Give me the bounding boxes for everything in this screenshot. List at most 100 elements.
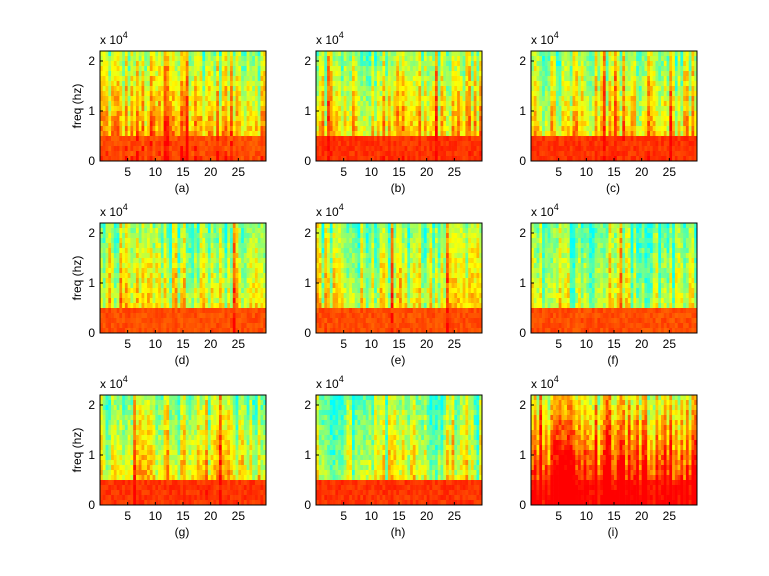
y-tick-label: 0	[304, 326, 311, 340]
x-tick-label: 10	[365, 509, 379, 523]
x-tick-label: 25	[448, 165, 462, 179]
x-tick-label: 10	[580, 509, 594, 523]
x-tick-label: 10	[580, 337, 594, 351]
y-multiplier-label: x 104	[100, 374, 128, 391]
y-tick-label: 2	[519, 398, 526, 412]
subplot-caption: (c)	[606, 181, 620, 195]
y-tick-label: 2	[304, 54, 311, 68]
x-tick-label: 5	[124, 337, 131, 351]
x-tick-label: 5	[555, 337, 562, 351]
y-axis-label: freq (hz)	[70, 84, 84, 129]
x-tick-label: 5	[124, 509, 131, 523]
x-tick-label: 15	[176, 509, 190, 523]
y-multiplier-label: x 104	[531, 202, 559, 219]
y-tick-label: 2	[519, 54, 526, 68]
x-tick-label: 20	[204, 337, 218, 351]
x-tick-label: 20	[204, 509, 218, 523]
x-tick-label: 20	[635, 165, 649, 179]
x-tick-label: 25	[663, 165, 677, 179]
spectrogram-image	[316, 223, 483, 334]
x-tick-label: 20	[635, 509, 649, 523]
subplot-caption: (d)	[175, 353, 190, 367]
y-tick-label: 0	[88, 154, 95, 168]
y-multiplier-label: x 104	[100, 202, 128, 219]
y-multiplier-label: x 104	[316, 202, 344, 219]
x-tick-label: 15	[176, 165, 190, 179]
x-tick-label: 15	[392, 509, 406, 523]
spectrogram-panel: 5 10 15 20 25 0 1 2 x 104 freq (hz) (g)	[70, 374, 267, 539]
y-tick-label: 1	[304, 276, 311, 290]
x-tick-label: 25	[663, 509, 677, 523]
y-tick-label: 1	[519, 104, 526, 118]
spectrogram-image	[316, 395, 483, 506]
subplot-caption: (a)	[175, 181, 190, 195]
subplot-caption: (f)	[607, 353, 618, 367]
y-tick-label: 1	[304, 448, 311, 462]
spectrogram-image	[316, 51, 483, 162]
y-axis-label: freq (hz)	[70, 428, 84, 473]
y-tick-label: 1	[88, 104, 95, 118]
x-tick-label: 10	[149, 509, 163, 523]
y-tick-label: 2	[88, 398, 95, 412]
y-tick-label: 0	[88, 498, 95, 512]
spectrogram-image	[531, 223, 698, 334]
x-tick-label: 5	[555, 509, 562, 523]
y-tick-label: 1	[88, 448, 95, 462]
x-tick-label: 10	[149, 337, 163, 351]
y-axis-label: freq (hz)	[70, 256, 84, 301]
x-tick-label: 15	[392, 337, 406, 351]
y-tick-label: 0	[519, 498, 526, 512]
x-tick-label: 25	[448, 337, 462, 351]
x-tick-label: 20	[204, 165, 218, 179]
spectrogram-image	[100, 51, 267, 162]
y-multiplier-label: x 104	[316, 30, 344, 47]
y-multiplier-label: x 104	[531, 374, 559, 391]
y-tick-label: 0	[304, 154, 311, 168]
x-tick-label: 15	[607, 509, 621, 523]
y-tick-label: 1	[88, 276, 95, 290]
x-tick-label: 20	[420, 165, 434, 179]
x-tick-label: 20	[635, 337, 649, 351]
x-tick-label: 25	[663, 337, 677, 351]
spectrogram-panel: 5 10 15 20 25 0 1 2 x 104 (f)	[519, 202, 698, 367]
spectrogram-panel: 5 10 15 20 25 0 1 2 x 104 freq (hz) (d)	[70, 202, 267, 367]
subplot-caption: (b)	[391, 181, 406, 195]
x-tick-label: 20	[420, 337, 434, 351]
y-tick-label: 0	[519, 326, 526, 340]
spectrogram-panel: 5 10 15 20 25 0 1 2 x 104 (b)	[304, 30, 483, 195]
x-tick-label: 10	[580, 165, 594, 179]
y-tick-label: 1	[519, 276, 526, 290]
x-tick-label: 15	[392, 165, 406, 179]
y-tick-label: 2	[304, 398, 311, 412]
subplot-caption: (g)	[175, 525, 190, 539]
x-tick-label: 5	[124, 165, 131, 179]
y-tick-label: 0	[304, 498, 311, 512]
x-tick-label: 10	[365, 165, 379, 179]
spectrogram-panel: 5 10 15 20 25 0 1 2 x 104 (e)	[304, 202, 483, 367]
y-multiplier-label: x 104	[316, 374, 344, 391]
x-tick-label: 20	[420, 509, 434, 523]
y-tick-label: 2	[88, 226, 95, 240]
spectrogram-image	[100, 395, 267, 506]
y-tick-label: 1	[519, 448, 526, 462]
x-tick-label: 25	[232, 509, 246, 523]
spectrogram-panel: 5 10 15 20 25 0 1 2 x 104 freq (hz) (a)	[70, 30, 267, 195]
x-tick-label: 10	[149, 165, 163, 179]
x-tick-label: 5	[340, 165, 347, 179]
x-tick-label: 25	[232, 165, 246, 179]
x-tick-label: 15	[607, 165, 621, 179]
spectrogram-image	[531, 395, 698, 506]
x-tick-label: 5	[340, 509, 347, 523]
y-tick-label: 1	[304, 104, 311, 118]
y-tick-label: 0	[519, 154, 526, 168]
x-tick-label: 25	[448, 509, 462, 523]
subplot-caption: (i)	[608, 525, 619, 539]
y-multiplier-label: x 104	[100, 30, 128, 47]
x-tick-label: 15	[607, 337, 621, 351]
spectrogram-panel: 5 10 15 20 25 0 1 2 x 104 (i)	[519, 374, 698, 539]
y-multiplier-label: x 104	[531, 30, 559, 47]
spectrogram-panel: 5 10 15 20 25 0 1 2 x 104 (c)	[519, 30, 698, 195]
x-tick-label: 5	[555, 165, 562, 179]
x-tick-label: 5	[340, 337, 347, 351]
